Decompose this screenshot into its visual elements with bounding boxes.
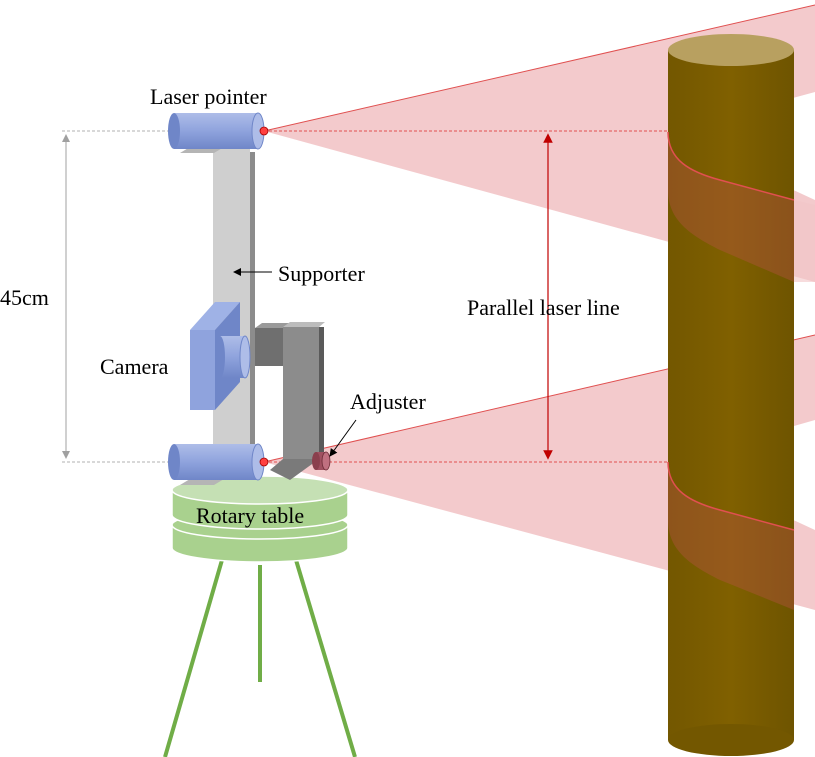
distance-label: 45cm bbox=[0, 285, 49, 310]
dimension-line bbox=[62, 130, 170, 463]
tree-trunk-icon bbox=[667, 34, 795, 756]
camera-icon bbox=[190, 302, 251, 410]
laser-pointer-label: Laser pointer bbox=[150, 84, 267, 109]
lower-laser-pointer-icon bbox=[168, 443, 269, 481]
adjuster-pointer-arrow bbox=[329, 419, 357, 457]
tripod-icon bbox=[163, 559, 357, 757]
parallel-laser-line-label: Parallel laser line bbox=[467, 295, 620, 320]
upper-laser-pointer-icon bbox=[168, 112, 269, 150]
adjuster-arm bbox=[255, 322, 325, 480]
adjuster-label: Adjuster bbox=[350, 389, 426, 414]
adjuster-knob bbox=[312, 451, 331, 471]
rotary-table bbox=[171, 475, 349, 563]
camera-label: Camera bbox=[100, 354, 169, 379]
supporter-label: Supporter bbox=[278, 261, 365, 286]
rotary-table-label: Rotary table bbox=[196, 503, 304, 528]
